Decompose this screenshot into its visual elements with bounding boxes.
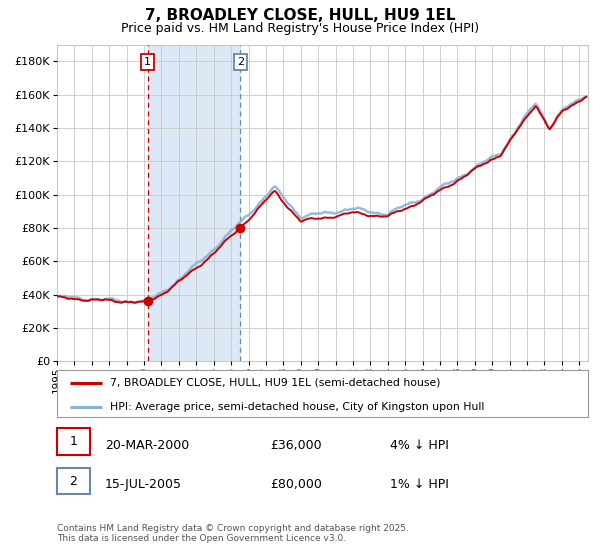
Text: 2: 2 bbox=[70, 474, 77, 488]
Bar bbox=[148, 45, 241, 361]
Text: £36,000: £36,000 bbox=[270, 438, 322, 452]
Text: 20-MAR-2000: 20-MAR-2000 bbox=[105, 438, 189, 452]
Text: 7, BROADLEY CLOSE, HULL, HU9 1EL (semi-detached house): 7, BROADLEY CLOSE, HULL, HU9 1EL (semi-d… bbox=[110, 378, 440, 388]
Text: 7, BROADLEY CLOSE, HULL, HU9 1EL: 7, BROADLEY CLOSE, HULL, HU9 1EL bbox=[145, 8, 455, 24]
Text: Contains HM Land Registry data © Crown copyright and database right 2025.
This d: Contains HM Land Registry data © Crown c… bbox=[57, 524, 409, 543]
Text: HPI: Average price, semi-detached house, City of Kingston upon Hull: HPI: Average price, semi-detached house,… bbox=[110, 402, 484, 412]
Text: 4% ↓ HPI: 4% ↓ HPI bbox=[390, 438, 449, 452]
Text: 1: 1 bbox=[70, 435, 77, 449]
Text: 1% ↓ HPI: 1% ↓ HPI bbox=[390, 478, 449, 491]
Text: 15-JUL-2005: 15-JUL-2005 bbox=[105, 478, 182, 491]
Text: 2: 2 bbox=[237, 57, 244, 67]
Text: 1: 1 bbox=[144, 57, 151, 67]
Text: £80,000: £80,000 bbox=[270, 478, 322, 491]
Text: Price paid vs. HM Land Registry's House Price Index (HPI): Price paid vs. HM Land Registry's House … bbox=[121, 22, 479, 35]
